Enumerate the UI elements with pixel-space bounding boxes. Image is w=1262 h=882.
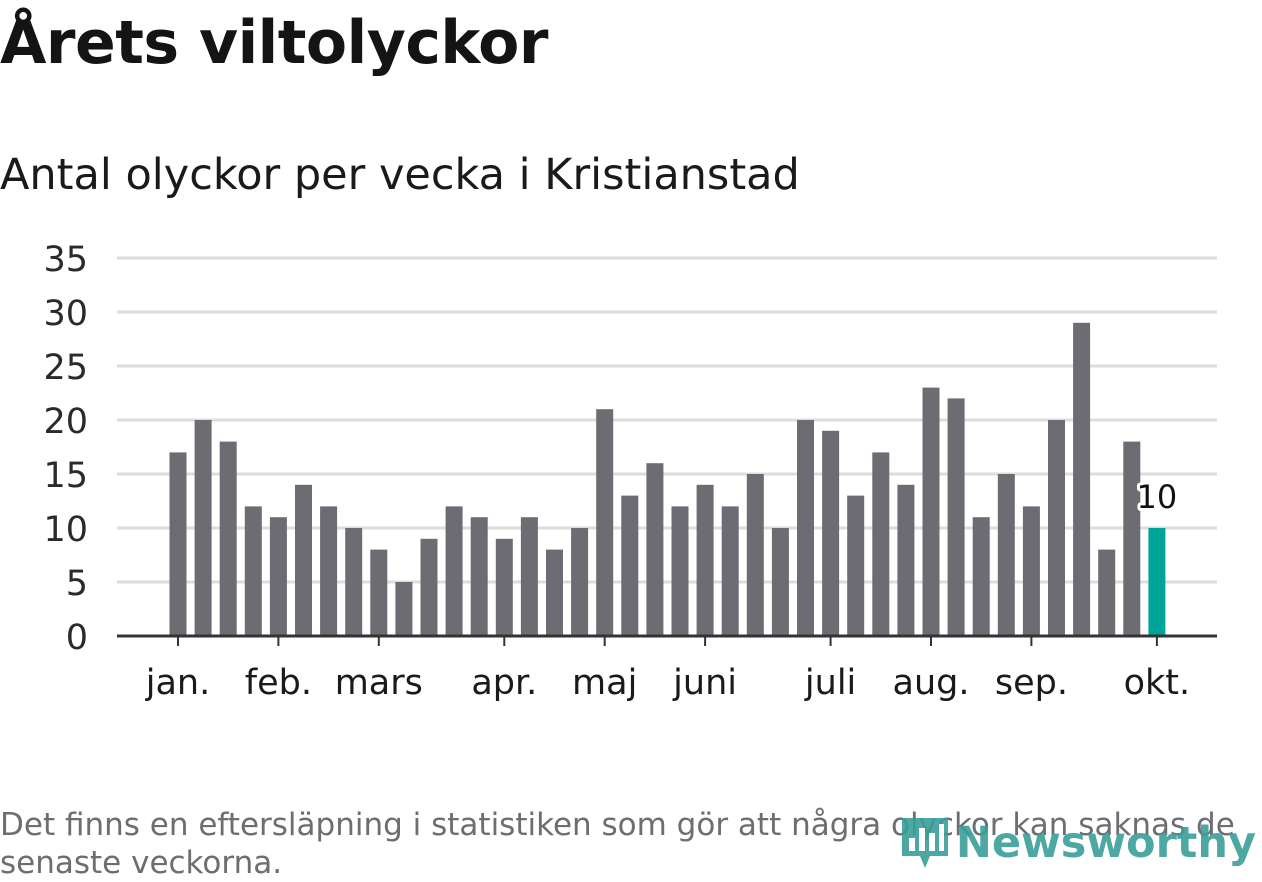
y-tick-label: 35 (43, 240, 88, 280)
y-axis-labels: 0 5 10 15 20 25 30 35 (43, 240, 88, 658)
bar (721, 506, 739, 636)
bar (169, 452, 187, 636)
bar (295, 484, 312, 636)
bar (1048, 420, 1065, 636)
bar (997, 474, 1015, 636)
bar (847, 495, 865, 636)
bar (671, 506, 689, 636)
bar (546, 549, 563, 636)
highlight-value-label: 10 (1137, 478, 1178, 516)
y-tick-label: 5 (66, 564, 88, 604)
bar (621, 495, 639, 636)
bars (169, 322, 1166, 636)
bar (470, 517, 488, 636)
x-tick-label: juli (804, 663, 856, 703)
y-tick-label: 20 (43, 402, 88, 442)
x-tick-label: jan. (145, 663, 210, 703)
bar (571, 528, 589, 636)
bar (1022, 506, 1040, 636)
bar (244, 506, 262, 636)
y-tick-label: 15 (43, 456, 88, 496)
bar (269, 517, 287, 636)
y-tick-label: 30 (43, 294, 88, 334)
bar (872, 452, 890, 636)
y-tick-label: 10 (43, 510, 88, 550)
bar (797, 420, 814, 636)
bar (897, 484, 915, 636)
bar (1098, 549, 1116, 636)
x-tick-label: maj (572, 663, 637, 703)
bar (520, 517, 538, 636)
bar (495, 538, 513, 636)
x-tick-label: apr. (471, 663, 537, 703)
bar (345, 528, 363, 636)
bar (420, 538, 438, 636)
bar (1123, 441, 1141, 636)
bar (1073, 322, 1091, 636)
bar (746, 474, 764, 636)
bar (771, 528, 789, 636)
x-tick-label: sep. (995, 663, 1068, 703)
bar (320, 506, 338, 636)
bar (219, 441, 237, 636)
x-axis: jan. feb. mars apr. maj juni juli aug. sep. okt. (117, 634, 1217, 703)
chart-subtitle: Antal olyckor per vecka i Kristianstad (0, 150, 800, 200)
x-tick-label: juni (672, 663, 737, 703)
footnote: Det finns en eftersläpning i statistiken… (0, 807, 1235, 881)
bar (696, 484, 714, 636)
bar (596, 409, 614, 636)
x-tick-label: feb. (245, 663, 312, 703)
bar (972, 517, 990, 636)
newsworthy-logo: Newsworthy (900, 814, 1256, 872)
bar (395, 582, 413, 636)
y-tick-label: 25 (43, 348, 88, 388)
brand-name: Newsworthy (955, 818, 1256, 868)
x-tick-label: mars (335, 663, 423, 703)
bar (445, 506, 463, 636)
bar (922, 387, 940, 636)
x-tick-label: aug. (893, 663, 970, 703)
bar (646, 463, 664, 636)
annotation: 10 (1134, 475, 1181, 519)
chart-title: Årets viltolyckor (0, 8, 549, 78)
x-tick-label: okt. (1124, 663, 1191, 703)
bar-highlight (1148, 528, 1166, 636)
bar (370, 549, 388, 636)
bar (822, 430, 840, 636)
bar (947, 398, 965, 636)
bar (194, 420, 212, 636)
newsworthy-logo-icon (901, 818, 948, 868)
y-tick-label: 0 (66, 618, 88, 658)
